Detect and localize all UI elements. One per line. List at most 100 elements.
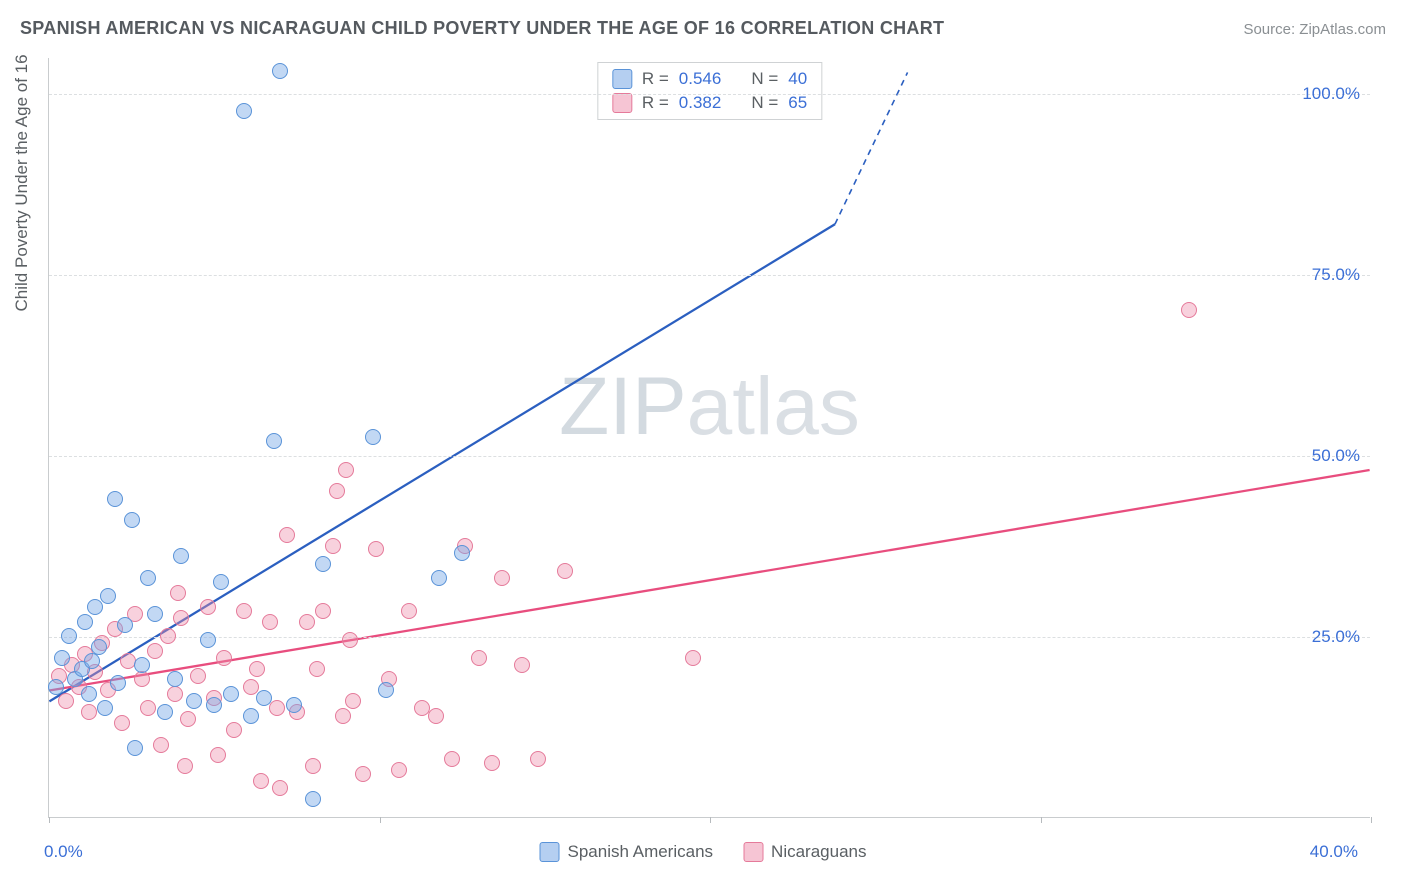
data-point [256, 690, 272, 706]
data-point [61, 628, 77, 644]
swatch-icon [612, 93, 632, 113]
data-point [444, 751, 460, 767]
gridline [49, 94, 1370, 95]
gridline [49, 637, 1370, 638]
data-point [177, 758, 193, 774]
r-value: 0.546 [679, 69, 722, 89]
data-point [140, 570, 156, 586]
data-point [58, 693, 74, 709]
data-point [309, 661, 325, 677]
swatch-icon [540, 842, 560, 862]
data-point [484, 755, 500, 771]
data-point [378, 682, 394, 698]
data-point [173, 610, 189, 626]
data-point [114, 715, 130, 731]
x-tick-last: 40.0% [1310, 842, 1358, 862]
gridline [49, 456, 1370, 457]
data-point [365, 429, 381, 445]
series-legend: Spanish Americans Nicaraguans [540, 842, 867, 862]
x-tick-mark [49, 817, 50, 823]
data-point [315, 603, 331, 619]
data-point [368, 541, 384, 557]
data-point [1181, 302, 1197, 318]
data-point [87, 599, 103, 615]
data-point [107, 491, 123, 507]
data-point [329, 483, 345, 499]
n-label: N = [751, 93, 778, 113]
watermark: ZIPatlas [559, 360, 860, 454]
data-point [305, 758, 321, 774]
data-point [167, 686, 183, 702]
x-tick-mark [710, 817, 711, 823]
data-point [200, 632, 216, 648]
watermark-bold: ZIP [559, 361, 687, 452]
data-point [342, 632, 358, 648]
r-label: R = [642, 69, 669, 89]
data-point [401, 603, 417, 619]
legend-label: Spanish Americans [568, 842, 714, 862]
data-point [428, 708, 444, 724]
data-point [167, 671, 183, 687]
data-point [262, 614, 278, 630]
data-point [216, 650, 232, 666]
data-point [557, 563, 573, 579]
gridline [49, 275, 1370, 276]
data-point [54, 650, 70, 666]
data-point [272, 63, 288, 79]
data-point [279, 527, 295, 543]
data-point [249, 661, 265, 677]
data-point [210, 747, 226, 763]
data-point [117, 617, 133, 633]
data-point [97, 700, 113, 716]
data-point [223, 686, 239, 702]
data-point [236, 603, 252, 619]
data-point [431, 570, 447, 586]
data-point [269, 700, 285, 716]
y-tick-label: 100.0% [1302, 84, 1360, 104]
data-point [206, 697, 222, 713]
x-tick-first: 0.0% [44, 842, 83, 862]
r-label: R = [642, 93, 669, 113]
data-point [685, 650, 701, 666]
data-point [253, 773, 269, 789]
data-point [243, 708, 259, 724]
data-point [127, 740, 143, 756]
data-point [190, 668, 206, 684]
stats-legend: R = 0.546 N = 40 R = 0.382 N = 65 [597, 62, 822, 120]
data-point [147, 643, 163, 659]
data-point [530, 751, 546, 767]
y-tick-label: 25.0% [1312, 627, 1360, 647]
data-point [170, 585, 186, 601]
data-point [110, 675, 126, 691]
data-point [272, 780, 288, 796]
y-tick-label: 75.0% [1312, 265, 1360, 285]
data-point [454, 545, 470, 561]
data-point [91, 639, 107, 655]
data-point [153, 737, 169, 753]
data-point [299, 614, 315, 630]
watermark-thin: atlas [687, 361, 860, 452]
swatch-icon [743, 842, 763, 862]
data-point [186, 693, 202, 709]
data-point [160, 628, 176, 644]
n-value: 40 [788, 69, 807, 89]
data-point [134, 657, 150, 673]
stats-row-0: R = 0.546 N = 40 [598, 67, 821, 91]
data-point [325, 538, 341, 554]
y-tick-label: 50.0% [1312, 446, 1360, 466]
data-point [81, 686, 97, 702]
data-point [84, 653, 100, 669]
data-point [335, 708, 351, 724]
data-point [391, 762, 407, 778]
n-label: N = [751, 69, 778, 89]
chart-title: SPANISH AMERICAN VS NICARAGUAN CHILD POV… [20, 18, 944, 39]
data-point [305, 791, 321, 807]
data-point [471, 650, 487, 666]
data-point [213, 574, 229, 590]
data-point [180, 711, 196, 727]
data-point [147, 606, 163, 622]
x-tick-mark [1041, 817, 1042, 823]
y-axis-title: Child Poverty Under the Age of 16 [12, 54, 32, 311]
data-point [157, 704, 173, 720]
data-point [100, 588, 116, 604]
